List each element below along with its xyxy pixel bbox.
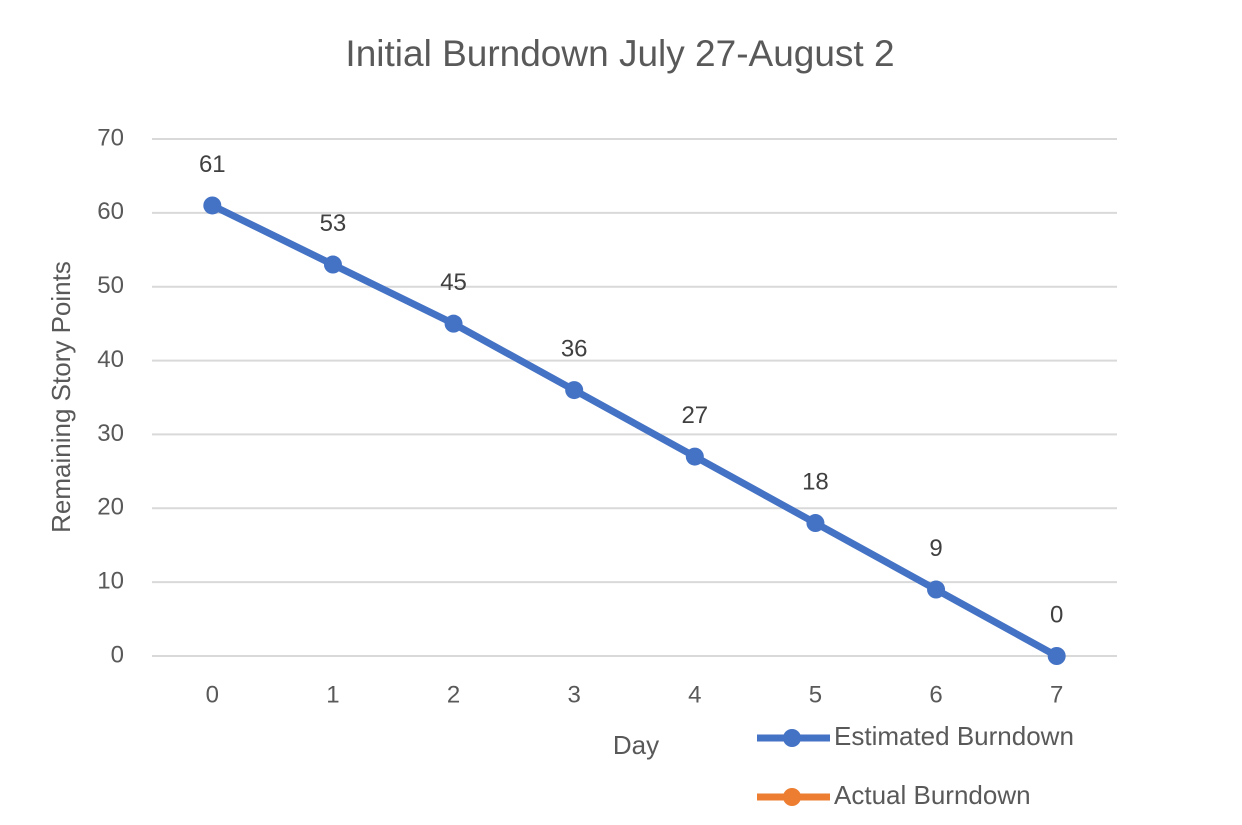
legend-marker bbox=[783, 729, 801, 747]
y-tick-label: 30 bbox=[97, 420, 124, 447]
data-point bbox=[806, 514, 825, 533]
data-point bbox=[203, 196, 222, 215]
x-tick-label: 2 bbox=[447, 681, 460, 708]
x-tick-label: 6 bbox=[929, 681, 942, 708]
x-tick-label: 7 bbox=[1050, 681, 1063, 708]
y-tick-label: 10 bbox=[97, 567, 124, 594]
data-point bbox=[323, 255, 342, 274]
y-tick-label: 50 bbox=[97, 272, 124, 299]
chart-title: Initial Burndown July 27-August 2 bbox=[345, 33, 894, 74]
data-label: 27 bbox=[681, 402, 708, 429]
data-label: 0 bbox=[1050, 601, 1063, 628]
x-tick-label: 5 bbox=[809, 681, 822, 708]
x-tick-label: 4 bbox=[688, 681, 701, 708]
x-tick-label: 1 bbox=[326, 681, 339, 708]
data-point bbox=[565, 381, 584, 400]
data-label: 18 bbox=[802, 468, 829, 495]
data-label: 61 bbox=[199, 151, 226, 178]
x-tick-label: 3 bbox=[568, 681, 581, 708]
data-point bbox=[927, 580, 946, 599]
series-line bbox=[210, 202, 1059, 660]
data-label: 45 bbox=[440, 269, 467, 296]
data-label: 36 bbox=[561, 335, 588, 362]
y-tick-label: 60 bbox=[97, 198, 124, 225]
data-point bbox=[444, 314, 463, 333]
x-axis-label: Day bbox=[613, 730, 659, 760]
y-axis-label: Remaining Story Points bbox=[46, 261, 76, 533]
y-tick-label: 40 bbox=[97, 346, 124, 373]
y-tick-label: 20 bbox=[97, 494, 124, 521]
data-point bbox=[1047, 647, 1066, 665]
data-point bbox=[685, 447, 704, 466]
legend-marker bbox=[783, 788, 801, 806]
y-tick-label: 0 bbox=[111, 641, 124, 668]
data-label: 53 bbox=[320, 210, 347, 237]
legend-label: Actual Burndown bbox=[834, 780, 1031, 810]
y-tick-label: 70 bbox=[97, 124, 124, 151]
data-label: 9 bbox=[929, 535, 942, 562]
x-tick-label: 0 bbox=[206, 681, 219, 708]
legend-label: Estimated Burndown bbox=[834, 721, 1074, 751]
